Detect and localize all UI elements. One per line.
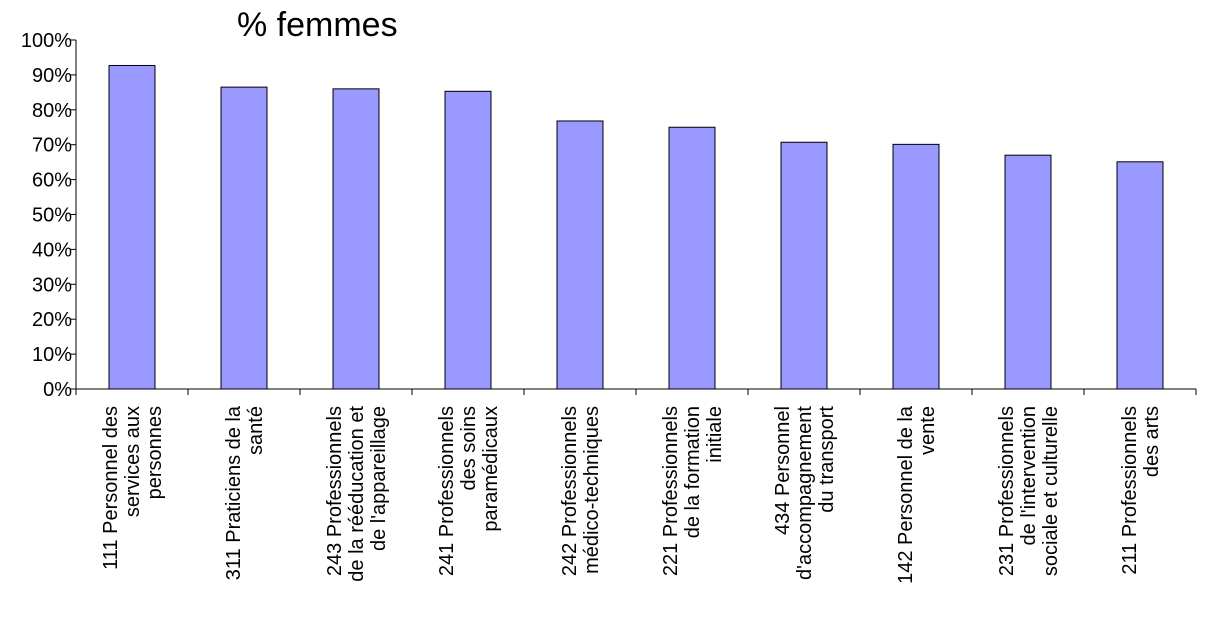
bar	[1004, 154, 1052, 390]
bar	[556, 120, 604, 390]
y-tick-label: 30%	[32, 274, 72, 296]
x-tick-label: 231 Professionnels	[996, 406, 1018, 576]
x-tick-label: 111 Personnel des	[100, 406, 122, 570]
x-tick-label: d'accompagnement	[794, 406, 816, 580]
y-tick-label: 40%	[32, 239, 72, 261]
x-tick-label: 211 Professionnels	[1119, 406, 1141, 575]
x-tick-label: initiale	[704, 406, 726, 463]
bar	[444, 90, 492, 390]
y-tick-label: 20%	[32, 309, 72, 331]
x-tick-label: vente	[917, 406, 939, 455]
y-tick-label: 80%	[32, 100, 72, 122]
chart-title: % femmes	[237, 6, 398, 44]
y-tick-label: 0%	[43, 379, 72, 401]
x-tick-label: de la rééducation et	[346, 406, 368, 582]
y-tick-label: 10%	[32, 344, 72, 366]
y-tick-label: 100%	[21, 30, 72, 52]
x-tick-label: 243 Professionnels	[324, 406, 346, 576]
y-tick-label: 60%	[32, 170, 72, 192]
x-tick-label: de l'intervention	[1018, 406, 1040, 545]
x-tick-label: des soins	[458, 406, 480, 491]
bar	[220, 86, 268, 390]
x-tick-label: paramédicaux	[480, 406, 502, 532]
x-tick-label: 221 Professionnels	[660, 406, 682, 576]
y-tick-label: 50%	[32, 205, 72, 227]
y-tick-label: 90%	[32, 65, 72, 87]
bar	[780, 141, 828, 390]
x-tick-label: 311 Praticiens de la	[223, 405, 245, 580]
x-tick-label: du transport	[816, 406, 838, 513]
bar	[892, 143, 940, 390]
x-tick-label: 242 Professionnels	[559, 406, 581, 576]
bar	[108, 64, 156, 390]
x-tick-label: de la formation	[682, 406, 704, 538]
x-tick-label: personnes	[144, 406, 166, 499]
bar	[332, 88, 380, 390]
x-tick-label: santé	[245, 406, 267, 455]
bar	[668, 126, 716, 390]
x-tick-label: 241 Professionnels	[436, 406, 458, 576]
bar	[1116, 161, 1164, 390]
x-tick-label: 434 Personnel	[772, 406, 794, 535]
x-tick-label: de l'appareillage	[368, 406, 390, 551]
x-tick-label: médico-techniques	[581, 406, 603, 574]
y-tick-label: 70%	[32, 135, 72, 157]
x-tick-label: 142 Personnel de la	[895, 405, 917, 584]
x-tick-label: services aux	[122, 406, 144, 517]
x-tick-label: des arts	[1141, 406, 1163, 477]
x-tick-label: sociale et culturelle	[1040, 406, 1062, 576]
